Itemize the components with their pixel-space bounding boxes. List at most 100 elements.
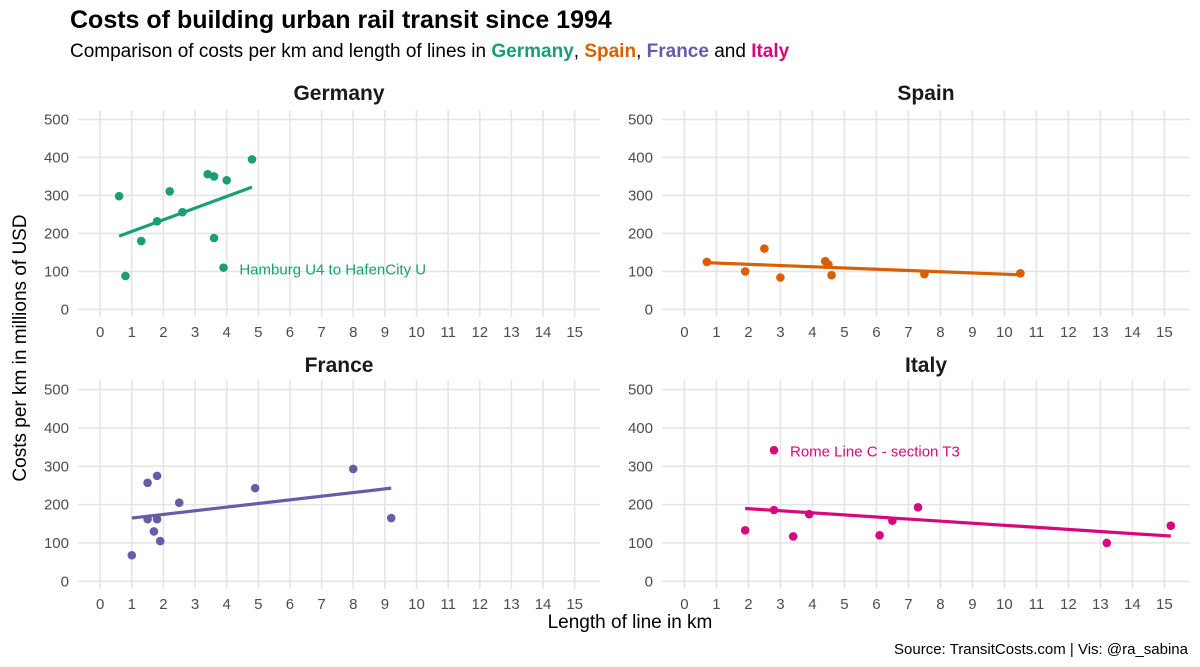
data-point-italy-7 xyxy=(1102,538,1112,548)
subtitle-france: France xyxy=(646,41,709,62)
y-tick-label-100: 100 xyxy=(628,535,653,552)
data-point-spain-1 xyxy=(740,267,750,276)
x-tick-label-9: 9 xyxy=(968,324,976,341)
data-point-spain-5 xyxy=(824,260,833,269)
subtitle-sep-3: and xyxy=(708,41,752,62)
subtitle-sep-1: , xyxy=(573,41,585,62)
data-point-spain-0 xyxy=(702,257,712,267)
data-point-france-1 xyxy=(143,478,152,488)
y-tick-label-400: 400 xyxy=(44,149,69,166)
y-tick-label-500: 500 xyxy=(44,111,69,128)
x-tick-label-4: 4 xyxy=(808,324,816,341)
y-tick-label-100: 100 xyxy=(44,535,69,552)
x-tick-label-7: 7 xyxy=(317,324,325,341)
x-tick-label-11: 11 xyxy=(1029,596,1045,613)
x-tick-label-5: 5 xyxy=(254,596,262,613)
data-point-germany-3 xyxy=(152,216,162,226)
data-point-italy-1 xyxy=(769,505,779,515)
y-tick-label-500: 500 xyxy=(44,382,69,399)
x-tick-label-2: 2 xyxy=(744,324,752,341)
data-point-france-0 xyxy=(127,550,137,560)
x-tick-label-1: 1 xyxy=(128,324,136,341)
x-tick-label-13: 13 xyxy=(503,324,520,341)
data-point-spain-6 xyxy=(827,270,836,280)
x-tick-label-7: 7 xyxy=(317,596,325,613)
x-tick-label-13: 13 xyxy=(1092,324,1109,341)
x-tick-label-3: 3 xyxy=(191,596,199,613)
y-tick-label-500: 500 xyxy=(628,111,653,128)
y-tick-label-200: 200 xyxy=(628,497,653,514)
data-point-spain-2 xyxy=(760,244,769,253)
data-point-france-4 xyxy=(152,471,162,481)
data-point-spain-7 xyxy=(920,269,929,279)
x-tick-label-14: 14 xyxy=(1124,596,1141,613)
data-point-france-10 xyxy=(386,513,396,523)
data-point-italy-8 xyxy=(1166,521,1176,531)
x-tick-label-12: 12 xyxy=(471,596,488,613)
data-point-germany-4 xyxy=(165,186,175,196)
facet-title-italy: Italy xyxy=(905,354,947,377)
subtitle-spain: Spain xyxy=(584,41,637,62)
subtitle-prefix: Comparison of costs per km and length of… xyxy=(70,41,492,62)
x-tick-label-6: 6 xyxy=(872,324,880,341)
trend-line-france xyxy=(131,486,392,520)
x-tick-label-15: 15 xyxy=(566,596,583,613)
x-tick-label-14: 14 xyxy=(535,596,552,613)
y-tick-label-400: 400 xyxy=(628,149,653,166)
x-tick-label-11: 11 xyxy=(440,596,456,613)
x-tick-label-6: 6 xyxy=(286,596,294,613)
subtitle-sep-2: , xyxy=(636,41,647,62)
y-tick-label-500: 500 xyxy=(628,382,653,399)
panel-germany: 0 1 2 3 4 5 6 7 8 9 10 11 12 13 14 150100200300400500Ge… xyxy=(44,82,600,341)
x-tick-label-5: 5 xyxy=(840,596,848,613)
data-point-france-2 xyxy=(143,514,152,524)
x-tick-label-6: 6 xyxy=(286,324,294,341)
x-tick-label-7: 7 xyxy=(904,324,912,341)
x-tick-label-2: 2 xyxy=(744,596,752,613)
data-point-germany-2 xyxy=(136,236,146,246)
x-tick-label-3: 3 xyxy=(776,324,784,341)
x-tick-label-15: 15 xyxy=(1156,596,1173,613)
data-point-france-8 xyxy=(250,483,260,493)
x-tick-label-0: 0 xyxy=(96,596,104,613)
data-point-france-7 xyxy=(174,498,184,508)
data-point-italy-3 xyxy=(804,509,814,519)
annotation-germany: Hamburg U4 to HafenCity U xyxy=(239,262,426,279)
x-tick-label-5: 5 xyxy=(254,324,262,341)
x-tick-label-3: 3 xyxy=(191,324,199,341)
x-tick-label-4: 4 xyxy=(223,596,231,613)
x-axis-title: Length of line in km xyxy=(548,612,713,633)
panel-italy: 0 1 2 3 4 5 6 7 8 9 10 11 12 13 14 150100200300400500It… xyxy=(628,354,1190,613)
data-point-france-5 xyxy=(152,514,162,524)
chart-subtitle: Comparison of costs per km and length of… xyxy=(70,41,789,63)
x-tick-label-10: 10 xyxy=(996,324,1013,341)
x-tick-label-10: 10 xyxy=(408,596,425,613)
x-tick-label-3: 3 xyxy=(776,596,784,613)
x-tick-label-11: 11 xyxy=(1029,324,1045,341)
panel-spain: 0 1 2 3 4 5 6 7 8 9 10 11 12 13 14 150100200300400500Sp… xyxy=(628,82,1190,341)
data-point-france-9 xyxy=(348,464,358,474)
data-point-italy-2 xyxy=(788,532,798,541)
chart-title: Costs of building urban rail transit sin… xyxy=(70,6,612,34)
y-tick-label-0: 0 xyxy=(61,573,69,590)
x-tick-label-12: 12 xyxy=(471,324,488,341)
x-tick-label-10: 10 xyxy=(996,596,1013,613)
data-point-germany-9 xyxy=(222,175,231,185)
y-tick-label-300: 300 xyxy=(44,187,69,204)
x-tick-label-0: 0 xyxy=(96,324,104,341)
x-tick-label-6: 6 xyxy=(872,596,880,613)
subtitle-germany: Germany xyxy=(491,41,574,62)
data-point-germany-11 xyxy=(219,263,228,272)
y-tick-label-100: 100 xyxy=(628,263,653,280)
x-tick-label-1: 1 xyxy=(712,324,720,341)
annotation-italy: Rome Line C - section T3 xyxy=(790,444,960,461)
x-tick-label-13: 13 xyxy=(1092,596,1109,613)
data-point-italy-6 xyxy=(913,503,923,512)
x-tick-label-0: 0 xyxy=(680,324,688,341)
x-tick-label-15: 15 xyxy=(1156,324,1173,341)
x-tick-label-8: 8 xyxy=(349,324,357,341)
y-tick-label-400: 400 xyxy=(44,420,69,437)
data-point-germany-10 xyxy=(247,155,257,164)
chart-caption: Source: TransitCosts.com | Vis: @ra_sabi… xyxy=(894,641,1188,658)
x-tick-label-1: 1 xyxy=(712,596,720,613)
